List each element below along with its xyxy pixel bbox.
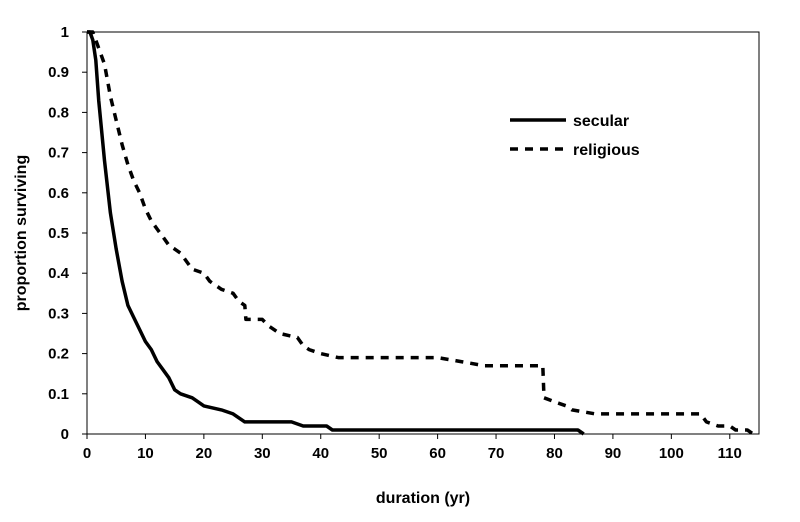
x-tick-label: 60: [429, 445, 446, 462]
x-tick-label: 50: [371, 445, 388, 462]
x-tick-label: 100: [659, 445, 684, 462]
y-axis-ticks: 0 0.1 0.2 0.3 0.4 0.5 0.6 0.7 0.8 0.9 1: [48, 24, 87, 443]
y-tick-label: 0.4: [48, 265, 70, 282]
y-tick-label: 0.5: [48, 225, 69, 242]
series-line-religious: [87, 30, 755, 436]
y-tick-label: 0.3: [48, 305, 69, 322]
x-tick-label: 90: [605, 445, 622, 462]
x-tick-label: 20: [196, 445, 213, 462]
x-tick-label: 80: [546, 445, 563, 462]
legend: secular religious: [510, 113, 640, 159]
y-tick-label: 0.8: [48, 104, 69, 121]
y-tick-label: 0.1: [48, 386, 69, 403]
x-tick-label: 40: [312, 445, 329, 462]
x-axis-title: duration (yr): [376, 490, 470, 507]
x-tick-label: 30: [254, 445, 271, 462]
y-tick-label: 0.7: [48, 145, 69, 162]
series-line-secular: [87, 30, 585, 436]
plot-frame: [86, 31, 760, 435]
legend-label-religious: religious: [573, 142, 640, 159]
y-tick-label: 0.2: [48, 346, 69, 363]
series-layer: [87, 30, 755, 436]
y-tick-label: 0.9: [48, 64, 69, 81]
y-axis-title: proportion surviving: [13, 155, 30, 311]
x-tick-label: 0: [83, 445, 91, 462]
y-tick-label: 0.6: [48, 185, 69, 202]
y-tick-label: 0: [61, 426, 69, 443]
legend-label-secular: secular: [573, 113, 629, 130]
x-axis-ticks: 0 10 20 30 40 50 60 70 80 90 100 110: [83, 434, 742, 462]
y-tick-label: 1: [61, 24, 69, 41]
x-tick-label: 10: [137, 445, 154, 462]
x-tick-label: 110: [718, 445, 742, 462]
x-tick-label: 70: [488, 445, 505, 462]
